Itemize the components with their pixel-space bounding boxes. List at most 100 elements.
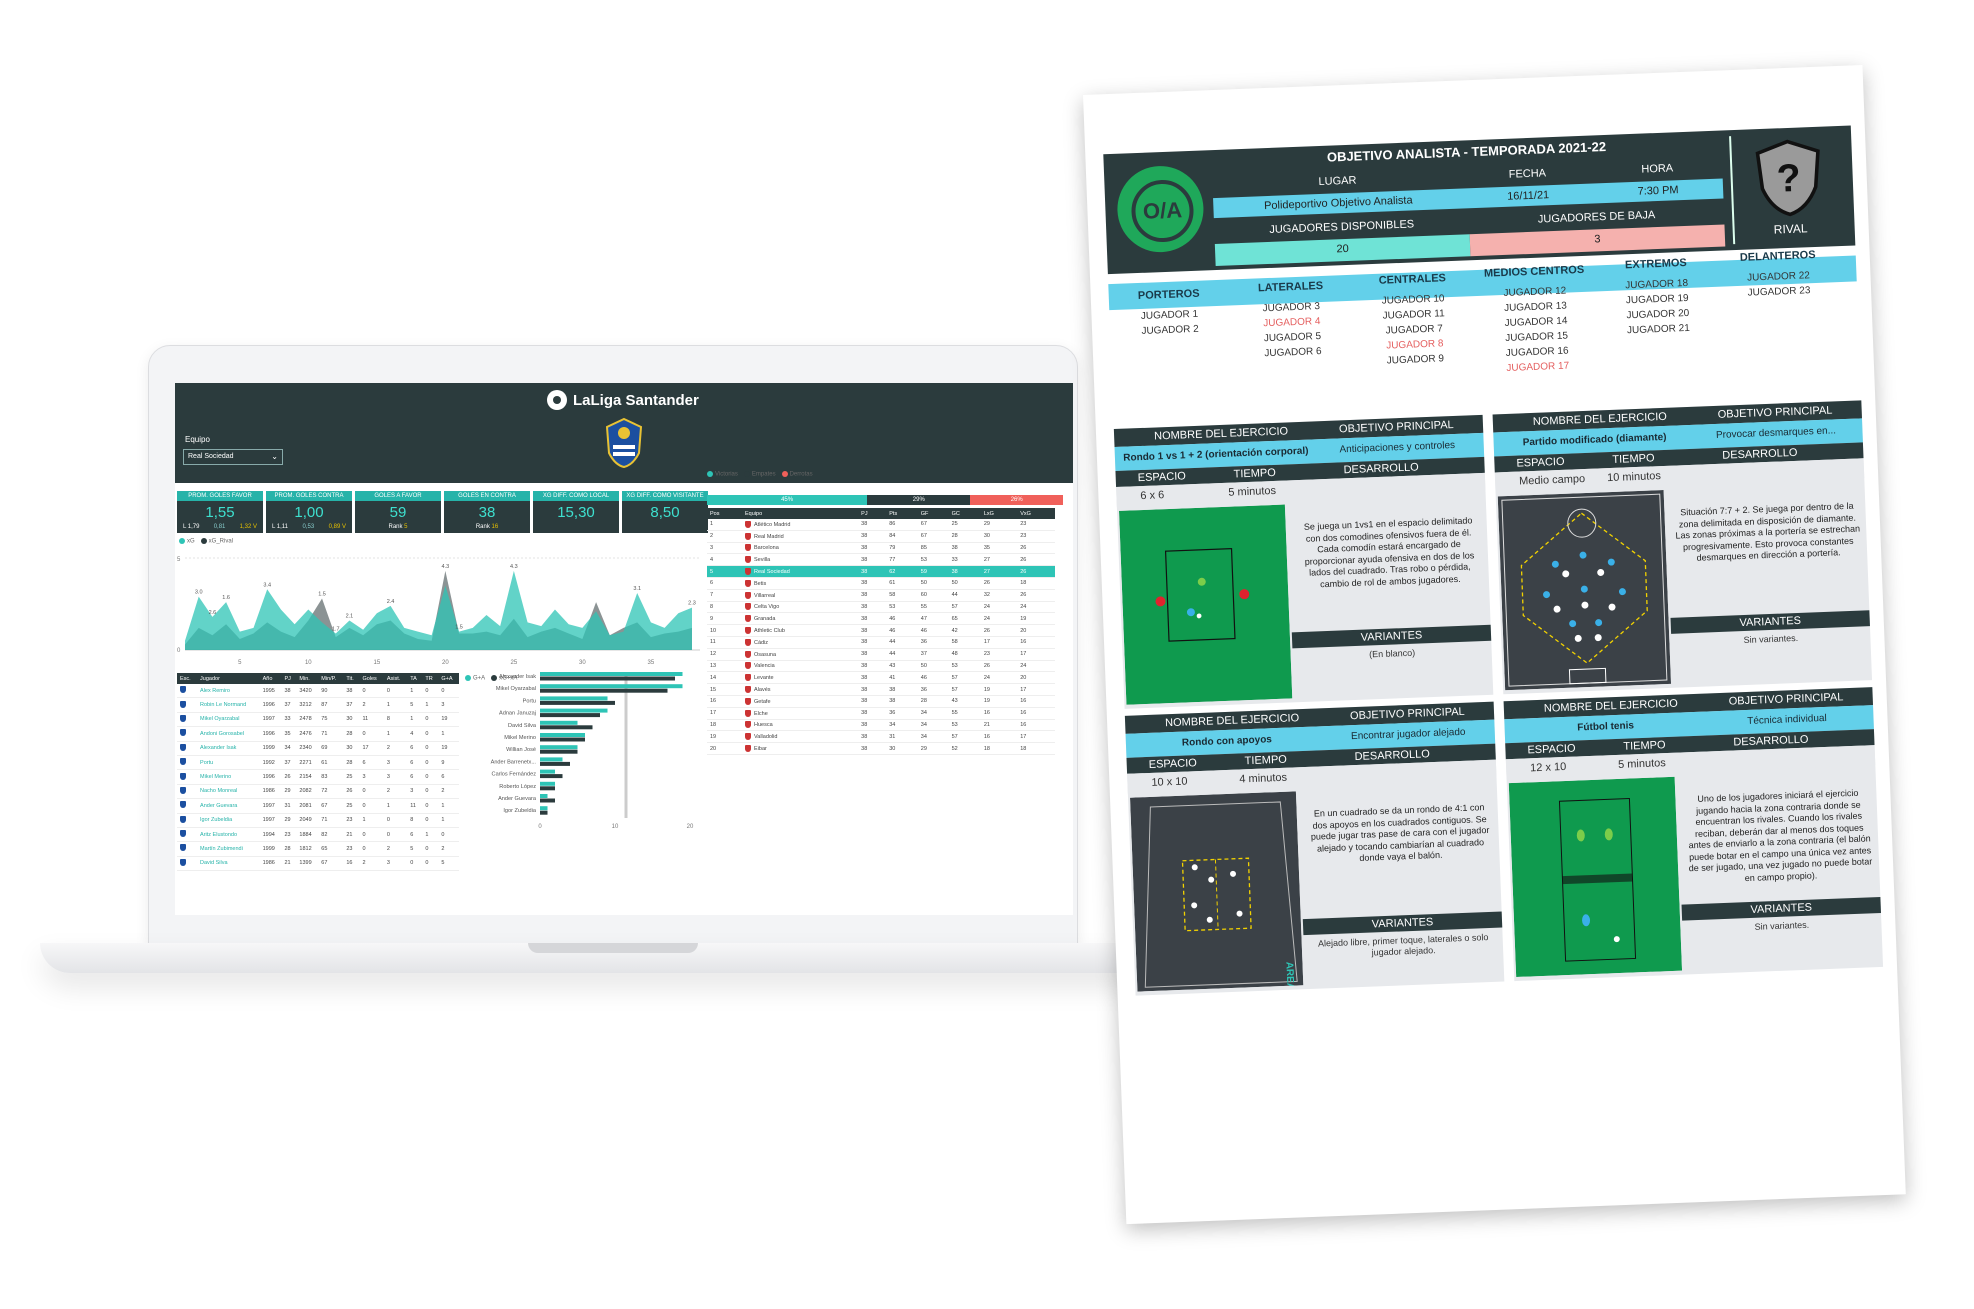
player-stat: 21 bbox=[343, 827, 360, 843]
team-stat: 5 bbox=[707, 565, 742, 578]
player-stat: 3 bbox=[383, 856, 408, 872]
column-header[interactable]: Año bbox=[259, 673, 282, 684]
column-header[interactable]: Min/P. bbox=[318, 673, 344, 684]
column-header[interactable]: Esc. bbox=[177, 673, 198, 684]
player-stat: 3 bbox=[407, 784, 423, 800]
exercise-time: 10 minutos bbox=[1606, 470, 1662, 485]
player-stat: 29 bbox=[281, 784, 297, 800]
table-row[interactable]: 17 Elche 38 36 34 55 16 16 bbox=[707, 707, 1055, 720]
exercise-space: 10 x 10 bbox=[1151, 775, 1188, 789]
table-row[interactable]: 5 Real Sociedad 38 62 59 38 27 26 bbox=[707, 565, 1055, 578]
table-row[interactable]: 1 Atlético Madrid 38 86 67 25 29 23 bbox=[707, 519, 1055, 531]
table-row[interactable]: 14 Levante 38 41 46 57 24 20 bbox=[707, 671, 1055, 685]
column-header[interactable]: TR bbox=[422, 673, 439, 684]
player-stat: 33 bbox=[281, 712, 297, 728]
table-row[interactable]: 9 Granada 38 46 47 65 24 19 bbox=[707, 612, 1055, 626]
team-name: Barcelona bbox=[742, 542, 859, 555]
kpi-mid: 0,81 bbox=[213, 524, 226, 530]
table-row[interactable]: Portu 1992 37 2271 61 28 6 3 6 0 9 bbox=[177, 755, 459, 771]
column-header[interactable]: GC bbox=[948, 508, 981, 519]
team-stat: 43 bbox=[948, 695, 981, 708]
table-row[interactable]: Alexander Isak 1999 34 2340 69 30 17 2 6 0 19 bbox=[177, 741, 459, 756]
player-entry: JUGADOR 9 bbox=[1386, 353, 1445, 367]
xg-data-label: 3.0 bbox=[195, 590, 203, 596]
table-row[interactable]: 10 Athletic Club 38 46 46 42 26 20 bbox=[707, 624, 1055, 637]
table-row[interactable]: Ander Guevara 1997 31 2081 67 25 0 1 11 0 1 bbox=[177, 798, 459, 814]
team-dropdown[interactable]: Real Sociedad ⌄ bbox=[183, 449, 283, 465]
column-header[interactable]: Min. bbox=[296, 673, 319, 684]
team-name: Valencia bbox=[742, 660, 859, 673]
player-stat: 67 bbox=[318, 856, 344, 872]
ga-bar-chart: Alexander Isak Mikel Oyarzabal Portu Adnan … bbox=[491, 672, 694, 830]
kpi-split: L 1,11 0,53 0,89 V bbox=[272, 524, 346, 530]
team-stat: 20 bbox=[1017, 624, 1055, 637]
column-header[interactable]: Goles bbox=[359, 673, 384, 684]
player-stat: 38 bbox=[281, 684, 297, 699]
crest-icon bbox=[180, 786, 186, 794]
crest-icon bbox=[180, 729, 186, 737]
table-row[interactable]: Andoni Gorosabel 1996 35 2476 71 28 0 1 4 0 1 bbox=[177, 726, 459, 742]
column-header[interactable]: TA bbox=[407, 673, 423, 684]
column-header[interactable]: Tit. bbox=[343, 673, 360, 684]
table-row[interactable]: 16 Getafe 38 38 28 43 19 16 bbox=[707, 695, 1055, 708]
table-row[interactable]: 18 Huesca 38 34 34 53 21 16 bbox=[707, 719, 1055, 732]
table-row[interactable]: 4 Sevilla 38 77 53 33 27 26 bbox=[707, 553, 1055, 567]
column-header[interactable]: GF bbox=[917, 508, 949, 519]
player-marker bbox=[1230, 870, 1237, 877]
player-marker bbox=[1206, 916, 1213, 923]
table-row[interactable]: 3 Barcelona 38 79 85 38 35 26 bbox=[707, 542, 1055, 555]
bar-xgxa bbox=[540, 676, 675, 681]
player-stats-table: Esc. Jugador Año PJ Min. Min/P. Tit. Goles Asist… bbox=[177, 673, 459, 872]
team-crest-icon bbox=[605, 417, 643, 469]
player-marker bbox=[1574, 634, 1582, 642]
column-header[interactable]: Equipo bbox=[742, 508, 859, 519]
table-row[interactable]: 2 Real Madrid 38 84 67 28 30 23 bbox=[707, 530, 1055, 543]
column-header[interactable]: PJ bbox=[281, 673, 297, 684]
column-header[interactable]: LxG bbox=[980, 508, 1018, 519]
team-stat: 14 bbox=[707, 671, 742, 685]
column-header[interactable]: Pts bbox=[886, 508, 918, 519]
team-name: Getafe bbox=[742, 695, 859, 708]
bar-xgxa bbox=[540, 749, 578, 754]
crest-icon bbox=[180, 686, 186, 694]
table-row[interactable]: Robin Le Normand 1996 37 3212 87 37 2 1 5 1 3 bbox=[177, 697, 459, 713]
table-row[interactable]: Aritz Elustondo 1994 23 1884 82 21 0 0 6 1 0 bbox=[177, 827, 459, 843]
column-header[interactable]: Jugador bbox=[197, 673, 260, 684]
player-name: Igor Zubeldia bbox=[197, 813, 260, 828]
variants-label: VARIANTES bbox=[1670, 610, 1870, 634]
player-marker bbox=[1569, 620, 1577, 628]
table-row[interactable]: 11 Cádiz 38 44 36 58 17 16 bbox=[707, 636, 1055, 649]
table-row[interactable]: 13 Valencia 38 43 50 53 26 24 bbox=[707, 660, 1055, 673]
bar-label: Portu bbox=[523, 698, 536, 704]
time-label: TIEMPO bbox=[1623, 739, 1666, 753]
team-stat: 16 bbox=[1017, 695, 1055, 708]
column-header[interactable]: Asist. bbox=[383, 673, 408, 684]
player-stat: 31 bbox=[281, 798, 297, 814]
table-row[interactable]: 19 Valladolid 38 31 34 57 16 17 bbox=[707, 730, 1055, 744]
xg-y-tick: 0 bbox=[177, 648, 181, 654]
table-row[interactable]: 12 Osasuna 38 44 37 48 23 17 bbox=[707, 648, 1055, 661]
column-header[interactable]: VxG bbox=[1017, 508, 1055, 519]
table-row[interactable]: 15 Alavés 38 38 36 57 19 17 bbox=[707, 683, 1055, 696]
table-row[interactable]: Martín Zubimendi 1999 28 1812 65 23 0 2 5 0 2 bbox=[177, 841, 459, 857]
position-column: LATERALES JUGADOR 3 JUGADOR 4 JUGADOR 5 JUGA… bbox=[1230, 272, 1353, 363]
column-header[interactable]: PJ bbox=[858, 508, 887, 519]
table-row[interactable]: 8 Celta Vigo 38 53 55 57 24 24 bbox=[707, 601, 1055, 614]
xg-data-label: 2.6 bbox=[209, 610, 217, 616]
team-stat: 46 bbox=[886, 612, 918, 626]
column-header[interactable]: Pos bbox=[707, 508, 742, 519]
table-row[interactable]: Alex Remiro 1995 38 3420 90 38 0 0 1 0 0 bbox=[177, 684, 459, 699]
legend-draws: Empates bbox=[743, 471, 776, 478]
table-row[interactable]: Mikel Merino 1996 26 2154 83 25 3 3 6 0 6 bbox=[177, 769, 459, 785]
player-stat: 0 bbox=[422, 741, 439, 756]
table-row[interactable]: 20 Eibar 38 30 29 52 18 18 bbox=[707, 742, 1055, 755]
table-row[interactable]: David Silva 1986 21 1399 67 16 2 3 0 0 5 bbox=[177, 856, 459, 872]
column-header[interactable]: G+A bbox=[438, 673, 459, 684]
table-row[interactable]: 7 Villarreal 38 58 60 44 32 26 bbox=[707, 589, 1055, 602]
team-stat: 38 bbox=[858, 530, 887, 543]
table-row[interactable]: 6 Betis 38 61 50 50 26 18 bbox=[707, 577, 1055, 590]
team-stat: 26 bbox=[1017, 542, 1055, 555]
table-row[interactable]: Nacho Monreal 1986 29 2082 72 26 0 2 3 0 2 bbox=[177, 784, 459, 800]
table-row[interactable]: Igor Zubeldia 1997 29 2049 71 23 1 0 8 0 1 bbox=[177, 813, 459, 828]
table-row[interactable]: Mikel Oyarzabal 1997 33 2478 75 30 11 8 1 0 19 bbox=[177, 712, 459, 728]
